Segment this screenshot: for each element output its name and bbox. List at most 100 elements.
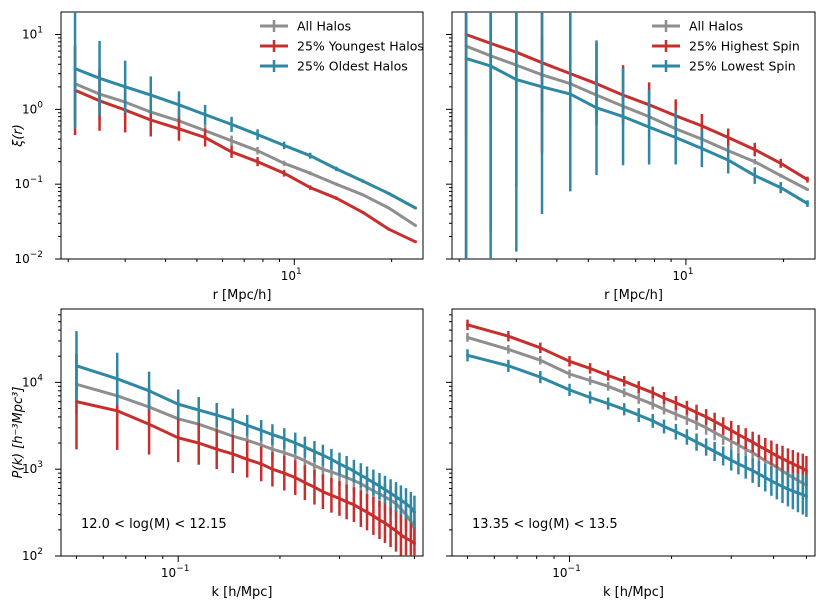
data-point [329, 457, 333, 461]
data-point [713, 449, 717, 453]
series-high [466, 319, 808, 486]
data-point [588, 366, 592, 370]
data-point [704, 426, 708, 430]
plot-frame [451, 308, 816, 557]
legend-label: All Halos [297, 19, 351, 34]
x-axis-label: k [h/Mpc] [603, 585, 664, 600]
data-point [377, 484, 381, 488]
data-point [637, 413, 641, 417]
series-line [76, 382, 416, 529]
data-point [245, 423, 249, 427]
data-point [506, 347, 510, 351]
y-tick-label: 10−1 [14, 175, 43, 191]
data-point [371, 514, 375, 518]
data-point [801, 466, 805, 470]
panel-pk-low-mass: 10−1 102 103 104 k [h/Mpc] P(k) [h⁻³Mpc³] 12.0… [11, 308, 424, 600]
data-point [606, 373, 610, 377]
data-point [779, 174, 783, 178]
data-point [568, 359, 572, 363]
data-point [695, 421, 699, 425]
x-axis-label: k [h/Mpc] [211, 585, 272, 600]
data-point [700, 124, 704, 128]
data-point [329, 470, 333, 474]
data-point [312, 449, 316, 453]
data-point [540, 85, 544, 89]
data-point [637, 385, 641, 389]
data-point [506, 334, 510, 338]
data-point [387, 206, 391, 210]
data-point [282, 171, 286, 175]
data-point [786, 487, 790, 491]
data-point [303, 445, 307, 449]
data-point [568, 372, 572, 376]
x-axis-label: r [Mpc/h] [604, 288, 663, 303]
data-point [359, 507, 363, 511]
data-point [729, 439, 733, 443]
panel-pk-high-mass: 10−1 k [h/Mpc] 13.35 < log(M) < 13.5 [446, 308, 816, 600]
data-point [334, 167, 338, 171]
data-point [662, 407, 666, 411]
data-point [413, 206, 417, 210]
y-tick-label: 102 [22, 547, 43, 563]
data-point [270, 467, 274, 471]
data-point [383, 488, 387, 492]
data-point [700, 146, 704, 150]
data-point [538, 346, 542, 350]
data-point [721, 424, 725, 428]
data-point [177, 103, 181, 107]
x-tick-label: 10−1 [161, 564, 190, 580]
data-point [365, 477, 369, 481]
plot-frame [451, 11, 816, 260]
data-point [796, 491, 800, 495]
data-point [538, 375, 542, 379]
data-point [637, 397, 641, 401]
data-point [514, 78, 518, 82]
data-point [805, 178, 809, 182]
mass-range-annotation: 13.35 < log(M) < 13.5 [472, 517, 618, 532]
data-point [647, 125, 651, 129]
data-point [409, 539, 413, 543]
data-point [464, 56, 468, 60]
data-point [757, 444, 761, 448]
data-point [293, 441, 297, 445]
data-point [413, 224, 417, 228]
data-point [568, 388, 572, 392]
data-point [203, 113, 207, 117]
data-point [282, 451, 286, 455]
data-point [412, 541, 416, 545]
data-point [259, 443, 263, 447]
x-tick-label: 101 [672, 267, 693, 283]
data-point [721, 454, 725, 458]
data-point [506, 364, 510, 368]
data-point [377, 518, 381, 522]
data-point [781, 485, 785, 489]
panel-xi-age: 101 10−2 10−1 100 101 r [Mpc/h] ξ(r) All Halos 2… [11, 11, 424, 303]
data-point [588, 395, 592, 399]
data-point [674, 401, 678, 405]
data-point [704, 415, 708, 419]
data-point [729, 428, 733, 432]
data-point [763, 476, 767, 480]
data-point [365, 510, 369, 514]
series-line [467, 353, 807, 498]
data-point [321, 453, 325, 457]
data-point [383, 521, 387, 525]
data-point [622, 391, 626, 395]
data-point [231, 452, 235, 456]
data-point [399, 533, 403, 537]
data-point [662, 425, 666, 429]
series-low [464, 12, 809, 259]
data-point [744, 465, 748, 469]
data-point [413, 240, 417, 244]
data-point [769, 479, 773, 483]
series-old [74, 331, 416, 529]
data-point [736, 433, 740, 437]
series-line [74, 67, 417, 210]
series-line [74, 82, 417, 227]
data-point [713, 430, 717, 434]
data-point [791, 462, 795, 466]
data-point [149, 118, 153, 122]
data-point [387, 227, 391, 231]
data-point [804, 494, 808, 498]
